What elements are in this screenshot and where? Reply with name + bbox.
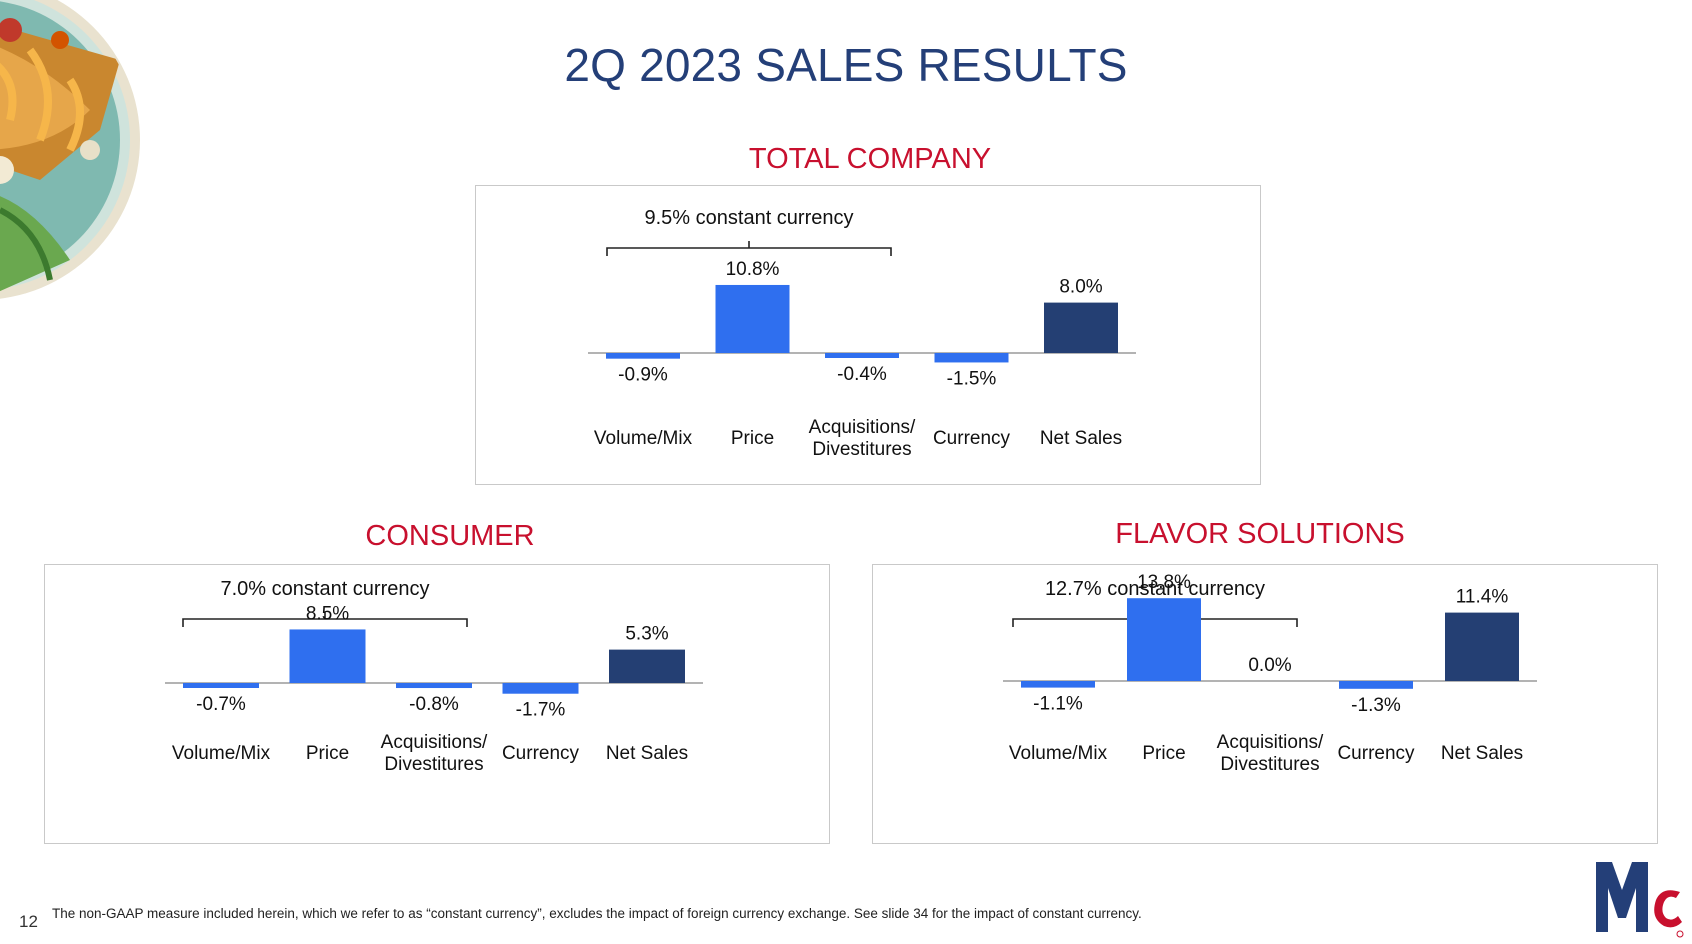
consumer-bracket [182,612,468,627]
total-company-bar-4 [1044,302,1118,353]
consumer-category-label-0-line-0: Volume/Mix [172,743,271,764]
flavor-solutions-value-label-4: 11.4% [1456,587,1509,608]
consumer-bar-chart: 7.0% constant currency -0.7% Volume/Mix 8.5… [165,578,703,775]
flavor-solutions-value-label-0: -1.1% [1033,694,1083,715]
food-photo-image [0,0,140,299]
total-company-value-label-4: 8.0% [1059,277,1102,298]
total-company-category-label-1: Price [731,428,774,449]
flavor-solutions-category-label-0-line-0: Volume/Mix [1009,743,1108,764]
consumer-category-label-1-line-0: Price [306,743,349,764]
flavor-solutions-category-label-4-line-0: Net Sales [1441,743,1523,764]
flavor-solutions-bar-chart: 12.7% constant currency -1.1% Volume/Mix 13… [1003,572,1537,775]
brand-logo [1596,862,1684,938]
total-company-bar-2 [825,353,899,358]
flavor-solutions-value-label-3: -1.3% [1351,695,1401,716]
total-company-category-label-2-line-0: Acquisitions/ [809,417,916,438]
consumer-bar-4 [609,649,685,683]
flavor-solutions-category-label-3: Currency [1337,743,1415,764]
total-company-bar-1 [715,284,790,353]
consumer-bar-1 [289,629,366,683]
total-company-category-label-3: Currency [933,428,1011,449]
consumer-category-label-0: Volume/Mix [172,743,271,764]
total-company-chart-panel: 9.5% constant currency -0.9% Volume/Mix 10.… [475,185,1261,485]
consumer-category-label-4: Net Sales [606,743,688,764]
flavor-solutions-category-label-2-line-0: Acquisitions/ [1217,732,1324,753]
total-company-category-label-0: Volume/Mix [594,428,693,449]
total-company-value-label-2: -0.4% [837,364,887,385]
total-company-category-label-0-line-0: Volume/Mix [594,428,693,449]
consumer-bar-3 [502,683,579,694]
consumer-value-label-1: 8.5% [306,603,349,624]
consumer-category-label-2-line-0: Acquisitions/ [381,732,488,753]
flavor-solutions-category-label-2: Acquisitions/Divestitures [1217,732,1324,775]
consumer-value-label-4: 5.3% [625,624,668,645]
total-company-value-label-1: 10.8% [726,259,780,280]
flavor-solutions-category-label-0: Volume/Mix [1009,743,1108,764]
flavor-solutions-value-label-2: 0.0% [1248,655,1291,676]
total-company-bar-chart: 9.5% constant currency -0.9% Volume/Mix 10.… [588,207,1136,460]
total-company-value-label-3: -1.5% [947,368,997,389]
consumer-category-label-3-line-0: Currency [502,743,580,764]
total-company-bracket-label: 9.5% constant currency [645,207,854,229]
consumer-category-label-2: Acquisitions/Divestitures [381,732,488,775]
flavor-solutions-bar-1 [1127,598,1201,681]
total-company-bar-0 [606,353,680,359]
flavor-solutions-bar-4 [1445,612,1519,681]
total-company-value-label-0: -0.9% [618,365,668,386]
total-company-category-label-2: Acquisitions/Divestitures [809,417,916,460]
flavor-solutions-value-label-1: 13.8% [1137,572,1191,593]
total-company-bar-3 [934,353,1009,363]
page-title: 2Q 2023 SALES RESULTS [564,39,1128,91]
consumer-chart-panel: 7.0% constant currency -0.7% Volume/Mix 8.5… [44,564,830,844]
consumer-value-label-0: -0.7% [196,694,246,715]
total-company-bracket [606,241,892,256]
flavor-solutions-category-label-1: Price [1142,743,1185,764]
total-company-category-label-2-line-1: Divestitures [812,439,911,460]
flavor-solutions-bar-0 [1021,681,1095,688]
consumer-value-label-3: -1.7% [516,700,566,721]
consumer-bar-0 [183,683,259,688]
flavor-solutions-category-label-4: Net Sales [1441,743,1523,764]
total-company-category-label-4-line-0: Net Sales [1040,428,1122,449]
consumer-value-label-2: -0.8% [409,694,459,715]
footnote: The non-GAAP measure included herein, wh… [52,906,1142,921]
flavor-solutions-bar-3 [1339,681,1413,689]
flavor-solutions-category-label-1-line-0: Price [1142,743,1185,764]
flavor-solutions-bracket-label: 12.7% constant currency [1045,578,1265,600]
flavor-solutions-chart-panel: 12.7% constant currency -1.1% Volume/Mix 13… [872,564,1658,844]
section-title-consumer: CONSUMER [365,520,535,552]
section-title-total-company: TOTAL COMPANY [748,143,992,175]
flavor-solutions-category-label-3-line-0: Currency [1337,743,1415,764]
total-company-category-label-4: Net Sales [1040,428,1122,449]
consumer-bar-2 [396,683,472,689]
consumer-category-label-4-line-0: Net Sales [606,743,688,764]
consumer-category-label-2-line-1: Divestitures [384,754,483,775]
total-company-category-label-1-line-0: Price [731,428,774,449]
consumer-category-label-3: Currency [502,743,580,764]
section-title-flavor-solutions: FLAVOR SOLUTIONS [1115,518,1405,550]
consumer-bracket-label: 7.0% constant currency [221,578,430,600]
page-number: 12 [19,912,38,931]
consumer-category-label-1: Price [306,743,349,764]
flavor-solutions-category-label-2-line-1: Divestitures [1220,754,1319,775]
total-company-category-label-3-line-0: Currency [933,428,1011,449]
